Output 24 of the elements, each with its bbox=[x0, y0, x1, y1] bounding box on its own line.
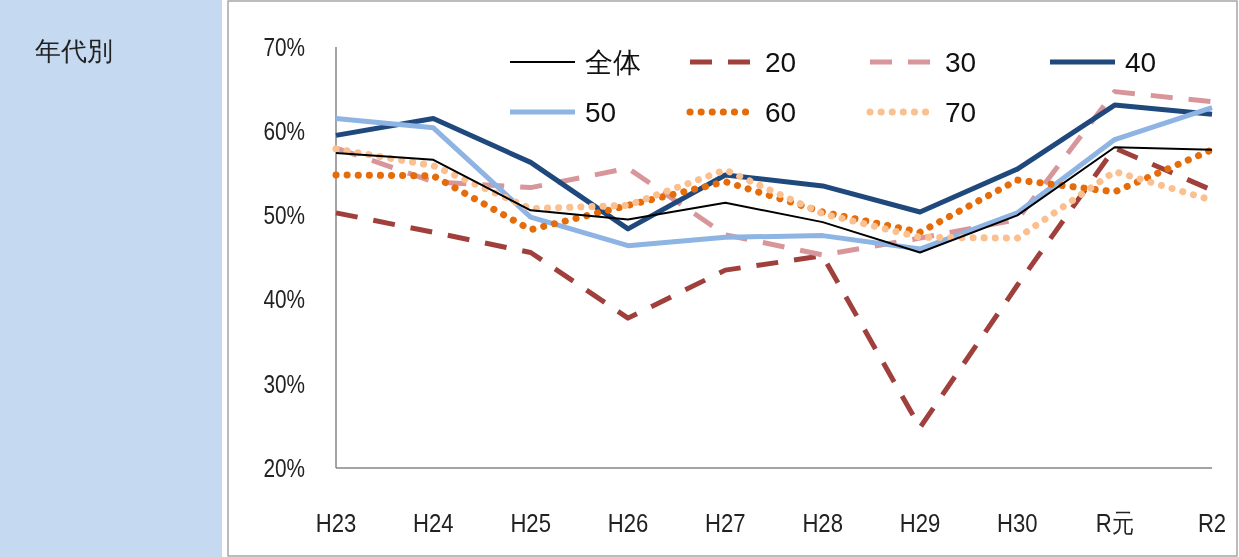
x-tick-label: H25 bbox=[510, 508, 551, 538]
y-tick-label: 60% bbox=[263, 116, 306, 146]
text: 年代別 bbox=[35, 36, 113, 66]
x-tick-label: H29 bbox=[899, 508, 941, 538]
x-tick-label: H30 bbox=[997, 508, 1038, 538]
x-tick-label: H26 bbox=[607, 508, 649, 538]
x-tick-label: H24 bbox=[413, 508, 454, 538]
x-tick-label: H23 bbox=[315, 508, 357, 538]
x-tick-label: H27 bbox=[705, 508, 746, 538]
y-tick-label: 40% bbox=[263, 285, 306, 314]
legend-label: 50 bbox=[585, 96, 617, 128]
legend-label: 全体 bbox=[585, 46, 641, 78]
legend-label: 70 bbox=[945, 96, 977, 128]
x-tick-label: H28 bbox=[802, 508, 843, 538]
legend-label: 30 bbox=[945, 46, 977, 78]
legend-label: 60 bbox=[765, 96, 797, 128]
y-tick-label: 50% bbox=[263, 201, 306, 230]
y-tick-label: 70% bbox=[263, 32, 306, 62]
x-tick-label: R元 bbox=[1095, 508, 1134, 538]
y-tick-label: 30% bbox=[263, 369, 306, 399]
legend-label: 20 bbox=[765, 46, 797, 78]
y-tick-label: 20% bbox=[263, 453, 306, 483]
legend-label: 40 bbox=[1125, 46, 1157, 78]
x-tick-label: R2 bbox=[1197, 508, 1227, 538]
